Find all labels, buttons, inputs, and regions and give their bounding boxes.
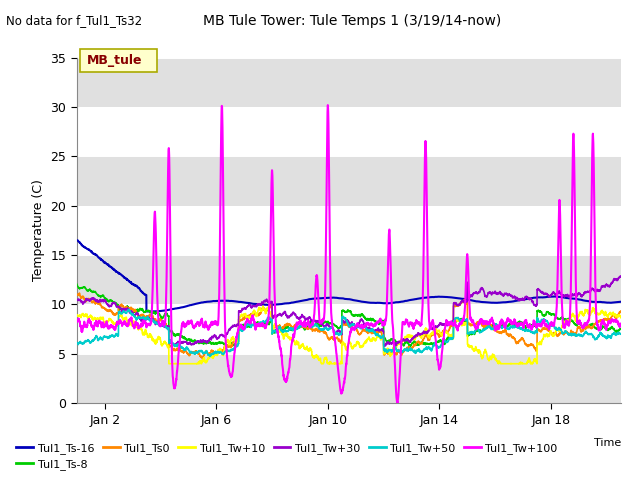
Legend: Tul1_Ts-16, Tul1_Ts-8, Tul1_Ts0, Tul1_Tw+10, Tul1_Tw+30, Tul1_Tw+50, Tul1_Tw+100: Tul1_Ts-16, Tul1_Ts-8, Tul1_Ts0, Tul1_Tw… — [12, 438, 562, 474]
Y-axis label: Temperature (C): Temperature (C) — [32, 180, 45, 281]
Text: MB_tule: MB_tule — [86, 54, 142, 67]
Bar — [77, 304, 621, 354]
Bar — [77, 156, 621, 206]
Bar — [77, 255, 621, 304]
Bar — [77, 58, 621, 107]
Text: No data for f_Tul1_Ts32: No data for f_Tul1_Ts32 — [6, 14, 143, 27]
Bar — [77, 206, 621, 255]
Text: Time: Time — [593, 438, 621, 448]
Text: MB Tule Tower: Tule Temps 1 (3/19/14-now): MB Tule Tower: Tule Temps 1 (3/19/14-now… — [203, 14, 501, 28]
Bar — [77, 354, 621, 403]
Bar — [77, 107, 621, 156]
